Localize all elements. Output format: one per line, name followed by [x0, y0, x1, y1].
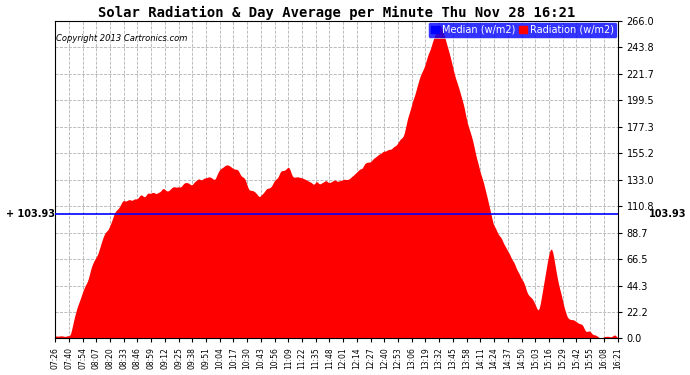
- Text: Copyright 2013 Cartronics.com: Copyright 2013 Cartronics.com: [56, 34, 187, 43]
- Text: 103.93: 103.93: [649, 209, 686, 219]
- Text: + 103.93: + 103.93: [6, 209, 55, 219]
- Legend: Median (w/m2), Radiation (w/m2): Median (w/m2), Radiation (w/m2): [428, 22, 617, 38]
- Title: Solar Radiation & Day Average per Minute Thu Nov 28 16:21: Solar Radiation & Day Average per Minute…: [97, 6, 575, 20]
